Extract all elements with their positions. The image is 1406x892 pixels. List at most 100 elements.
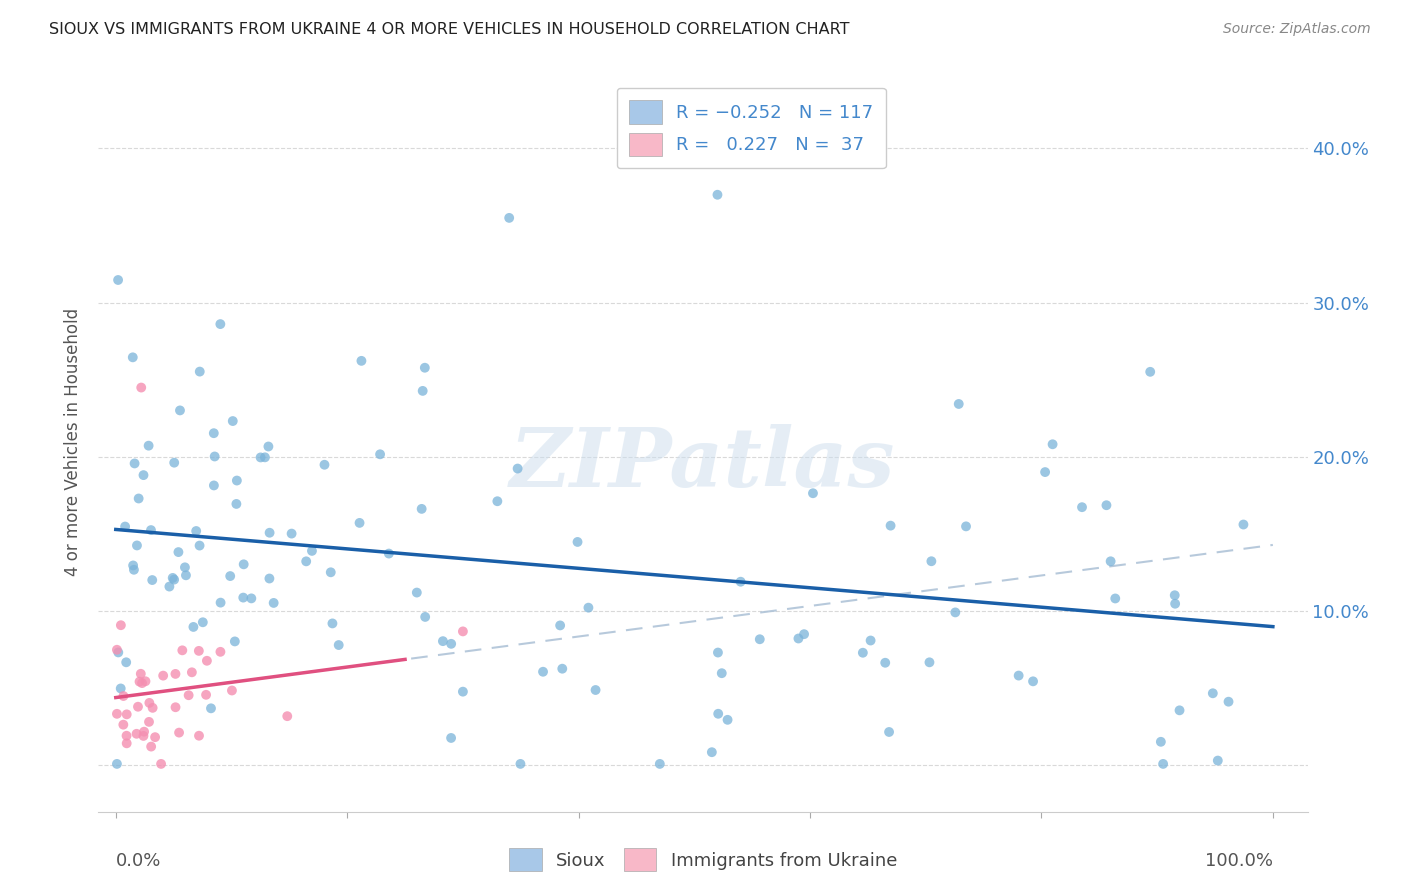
Sioux	[121, 351, 143, 365]
Sioux	[263, 596, 285, 610]
Immigrants from Ukraine	[143, 730, 166, 744]
Immigrants from Ukraine	[115, 729, 138, 743]
Immigrants from Ukraine	[165, 700, 187, 714]
Sioux	[943, 606, 966, 620]
Sioux	[280, 526, 302, 541]
Sioux	[295, 554, 318, 568]
Sioux	[955, 519, 977, 533]
Immigrants from Ukraine	[188, 729, 211, 743]
Immigrants from Ukraine	[112, 717, 135, 731]
Sioux	[209, 317, 232, 331]
Sioux	[578, 600, 600, 615]
Sioux	[125, 538, 148, 552]
Sioux	[948, 397, 970, 411]
Sioux	[1168, 703, 1191, 717]
Sioux	[219, 569, 242, 583]
Immigrants from Ukraine	[105, 642, 128, 657]
Sioux	[801, 486, 824, 500]
Y-axis label: 4 or more Vehicles in Household: 4 or more Vehicles in Household	[65, 308, 83, 575]
Sioux	[1139, 365, 1161, 379]
Sioux	[548, 618, 571, 632]
Sioux	[167, 545, 190, 559]
Immigrants from Ukraine	[221, 683, 243, 698]
Sioux	[110, 681, 132, 696]
Legend: Sioux, Immigrants from Ukraine: Sioux, Immigrants from Ukraine	[502, 841, 904, 879]
Immigrants from Ukraine	[132, 729, 155, 743]
Immigrants from Ukraine	[177, 688, 200, 702]
Immigrants from Ukraine	[187, 644, 209, 658]
Sioux	[188, 539, 211, 553]
Sioux	[875, 656, 897, 670]
Sioux	[314, 458, 336, 472]
Sioux	[188, 365, 211, 379]
Sioux	[191, 615, 214, 630]
Sioux	[225, 474, 247, 488]
Sioux	[202, 478, 225, 492]
Sioux	[1033, 465, 1056, 479]
Sioux	[710, 666, 733, 681]
Sioux	[259, 525, 281, 540]
Sioux	[124, 457, 146, 471]
Sioux	[852, 646, 875, 660]
Legend: R = −0.252   N = 117, R =   0.227   N =  37: R = −0.252 N = 117, R = 0.227 N = 37	[617, 87, 886, 169]
Immigrants from Ukraine	[132, 724, 155, 739]
Immigrants from Ukraine	[128, 674, 150, 689]
Sioux	[132, 468, 155, 483]
Immigrants from Ukraine	[112, 689, 135, 703]
Immigrants from Ukraine	[451, 624, 474, 639]
Immigrants from Ukraine	[134, 674, 156, 689]
Sioux	[918, 656, 941, 670]
Sioux	[257, 440, 280, 454]
Sioux	[186, 524, 208, 538]
Sioux	[253, 450, 276, 465]
Sioux	[169, 403, 191, 417]
Sioux	[648, 756, 671, 771]
Sioux	[107, 273, 129, 287]
Sioux	[1071, 500, 1094, 515]
Immigrants from Ukraine	[152, 668, 174, 682]
Sioux	[1202, 686, 1225, 700]
Text: 0.0%: 0.0%	[115, 853, 162, 871]
Immigrants from Ukraine	[195, 688, 218, 702]
Sioux	[412, 384, 434, 398]
Sioux	[531, 665, 554, 679]
Sioux	[157, 580, 180, 594]
Sioux	[1022, 674, 1045, 689]
Sioux	[706, 187, 728, 202]
Sioux	[440, 731, 463, 745]
Sioux	[1152, 756, 1174, 771]
Sioux	[413, 610, 436, 624]
Sioux	[748, 632, 770, 647]
Sioux	[183, 620, 205, 634]
Sioux	[378, 547, 401, 561]
Immigrants from Ukraine	[138, 714, 160, 729]
Sioux	[139, 523, 162, 537]
Sioux	[498, 211, 520, 225]
Sioux	[349, 516, 371, 530]
Sioux	[232, 591, 254, 605]
Immigrants from Ukraine	[125, 727, 148, 741]
Sioux	[1232, 517, 1254, 532]
Sioux	[879, 518, 901, 533]
Immigrants from Ukraine	[167, 725, 190, 739]
Immigrants from Ukraine	[209, 645, 232, 659]
Sioux	[114, 519, 136, 533]
Sioux	[128, 491, 150, 506]
Immigrants from Ukraine	[276, 709, 298, 723]
Sioux	[122, 558, 145, 573]
Sioux	[163, 573, 186, 587]
Sioux	[138, 439, 160, 453]
Immigrants from Ukraine	[129, 380, 152, 394]
Sioux	[162, 571, 184, 585]
Immigrants from Ukraine	[165, 666, 187, 681]
Sioux	[707, 706, 730, 721]
Immigrants from Ukraine	[150, 756, 173, 771]
Sioux	[787, 632, 810, 646]
Immigrants from Ukraine	[141, 739, 163, 754]
Sioux	[1008, 668, 1031, 682]
Sioux	[225, 497, 247, 511]
Immigrants from Ukraine	[180, 665, 202, 680]
Sioux	[141, 573, 163, 587]
Sioux	[1104, 591, 1126, 606]
Text: ZIPatlas: ZIPatlas	[510, 424, 896, 504]
